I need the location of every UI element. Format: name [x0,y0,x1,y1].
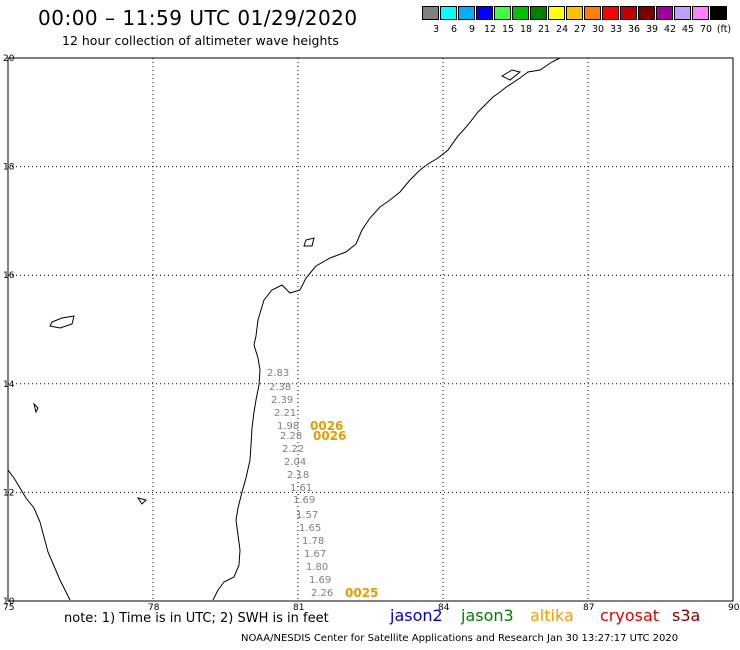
lat-label: 12 [3,488,14,498]
color-swatch [602,6,619,20]
satellite-legend-altika: altika [530,606,574,625]
color-swatch [440,6,457,20]
lat-label: 10 [3,597,15,607]
lat-label: 16 [3,271,15,281]
swh-value: 2.38 [269,382,291,393]
color-swatch [638,6,655,20]
island-5 [33,402,39,414]
lat-label: 14 [3,380,15,390]
lon-label: 81 [293,603,304,613]
color-swatch [530,6,547,20]
graticule-grid [8,58,733,601]
orbit-number-label: 0026 [313,429,346,443]
color-swatch [548,6,565,20]
swh-value: 2.18 [287,470,309,481]
color-scale-label: 33 [609,24,623,35]
color-swatch [422,6,439,20]
swh-value: 1.61 [290,483,312,494]
swh-value: 2.83 [267,368,289,379]
swh-value: 1.98 [277,421,299,432]
island-1 [49,315,75,329]
color-scale-label: 30 [591,24,605,35]
lat-label: 18 [3,163,15,173]
island-4 [500,69,522,81]
color-swatch [620,6,637,20]
color-scale-label: 39 [645,24,659,35]
swh-value: 2.26 [311,588,333,599]
color-swatch [512,6,529,20]
longitude-labels: 75 78 81 84 87 90 [3,603,740,613]
latitude-labels: 20 18 16 14 12 10 [3,54,15,607]
color-swatch [566,6,583,20]
color-scale-label: 24 [555,24,569,35]
island-3 [303,237,315,247]
swh-value: 2.21 [274,408,296,419]
color-scale-label: 9 [468,24,476,35]
lon-label: 78 [148,603,160,613]
color-swatch [674,6,691,20]
color-swatch [458,6,475,20]
color-swatch [476,6,493,20]
swh-value: 2.39 [271,395,293,406]
color-scale-label: 18 [519,24,533,35]
color-scale-label: 6 [450,24,458,35]
swh-value: 2.04 [284,457,306,468]
color-swatch [692,6,709,20]
map-frame [7,57,734,602]
swh-value: 1.65 [299,523,321,534]
lon-label: 84 [438,603,450,613]
color-scale-label: 3 [432,24,440,35]
sri-lanka-coastline [7,469,71,601]
satellite-legend-jason3: jason3 [461,606,514,625]
india-east-coastline [212,57,561,601]
lon-label: 90 [728,603,740,613]
color-scale-label: 45 [681,24,695,35]
satellite-legend-jason2: jason2 [390,606,443,625]
swh-value: 1.69 [293,495,315,506]
color-scale-label: 27 [573,24,587,35]
color-scale-label: 70 [699,24,713,35]
footer-note: note: 1) Time is in UTC; 2) SWH is in fe… [64,611,329,626]
swh-value: 1.57 [296,510,318,521]
color-scale-label: 12 [483,24,497,35]
swh-value: 1.80 [306,562,328,573]
lat-label: 20 [3,54,15,64]
color-scale-label: 21 [537,24,551,35]
map-title: 00:00 – 11:59 UTC 01/29/2020 [38,6,358,30]
swh-value: 1.67 [304,549,326,560]
swh-value: 1.78 [302,536,324,547]
island-2 [136,497,147,505]
swh-value: 2.22 [282,444,304,455]
satellite-legend-s3a: s3a [672,606,701,625]
orbit-number-label: 0025 [345,586,378,600]
map-subtitle: 12 hour collection of altimeter wave hei… [62,33,339,48]
color-swatch [710,6,727,20]
orbit-number-label: 0026 [310,419,343,433]
swh-measurements: 2.83 2.38 2.39 2.21 1.982.28 2.22 2.04 2.18 1.61… [267,368,333,599]
color-swatch [584,6,601,20]
color-swatch [494,6,511,20]
satellite-legend-cryosat: cryosat [600,606,660,625]
footer-credit: NOAA/NESDIS Center for Satellite Applica… [241,633,679,644]
color-scale-label: 42 [663,24,677,35]
lon-label: 75 [3,603,14,613]
color-scale-label: 36 [627,24,641,35]
color-scale-label: (ft) [716,24,732,35]
swh-value: 1.69 [309,575,331,586]
swh-value: 2.28 [280,431,302,442]
color-scale-label: 15 [501,24,515,35]
coastline [7,57,561,601]
lon-label: 87 [583,603,594,613]
color-swatch [656,6,673,20]
